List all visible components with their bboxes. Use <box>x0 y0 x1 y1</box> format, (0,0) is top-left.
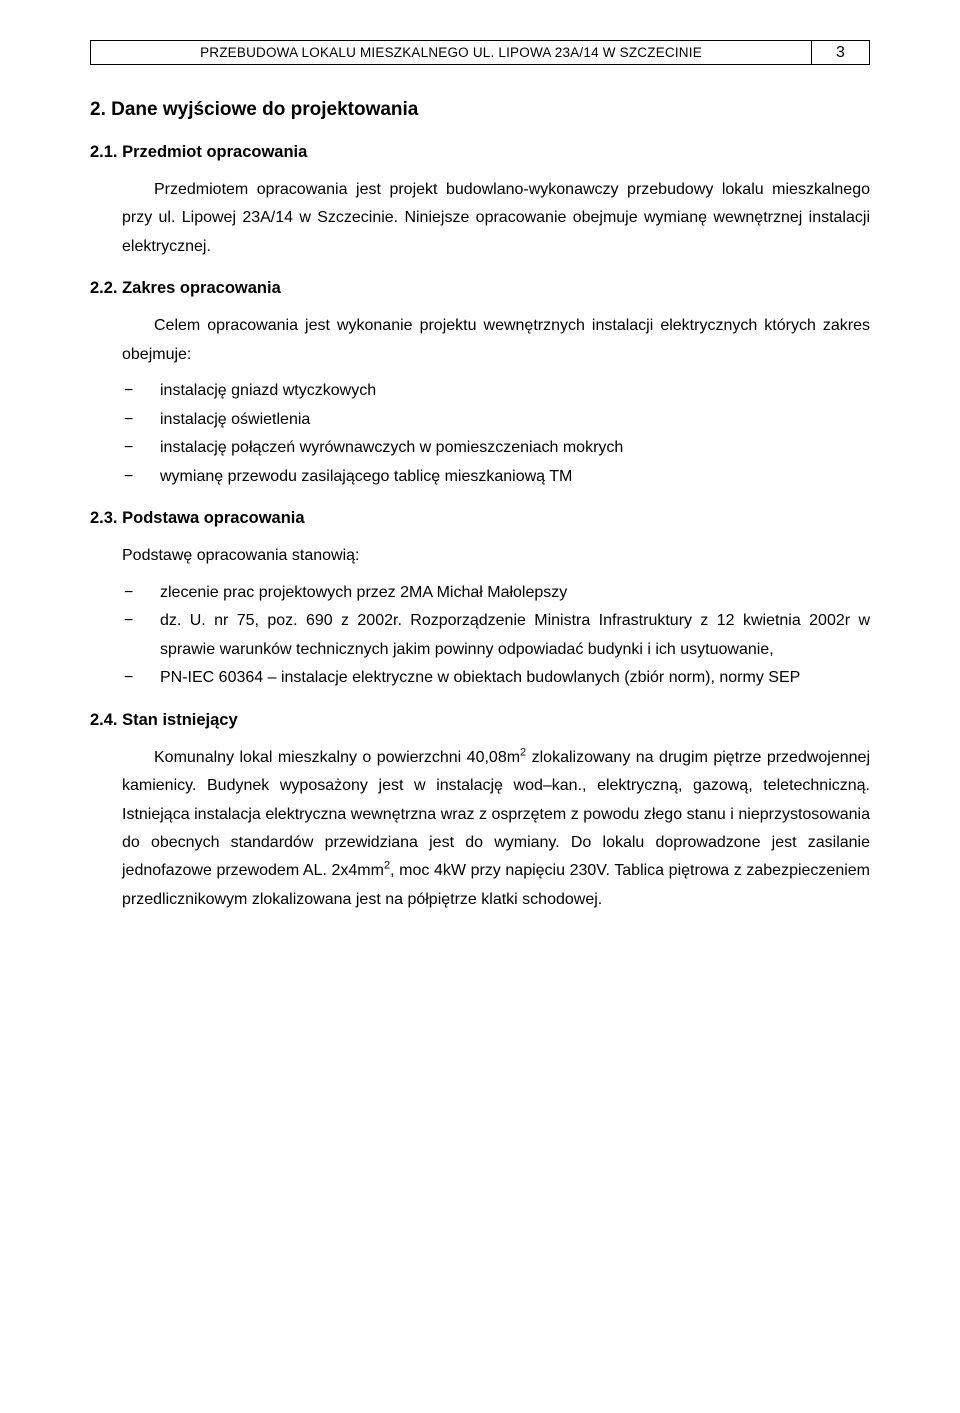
header-page-number: 3 <box>812 40 870 65</box>
list-item: instalację gniazd wtyczkowych <box>160 377 870 405</box>
section-2-heading: 2. Dane wyjściowe do projektowania <box>90 99 870 121</box>
list-item: dz. U. nr 75, poz. 690 z 2002r. Rozporzą… <box>160 607 870 664</box>
list-item: wymianę przewodu zasilającego tablicę mi… <box>160 463 870 491</box>
header-title: PRZEBUDOWA LOKALU MIESZKALNEGO UL. LIPOW… <box>90 40 812 65</box>
text-run: Komunalny lokal mieszkalny o powierzchni… <box>154 749 520 766</box>
section-2-2-paragraph: Celem opracowania jest wykonanie projekt… <box>122 312 870 369</box>
page-header: PRZEBUDOWA LOKALU MIESZKALNEGO UL. LIPOW… <box>90 40 870 65</box>
section-2-1-paragraph: Przedmiotem opracowania jest projekt bud… <box>122 176 870 261</box>
list-item: zlecenie prac projektowych przez 2MA Mic… <box>160 579 870 607</box>
section-2-4-paragraph: Komunalny lokal mieszkalny o powierzchni… <box>122 744 870 915</box>
section-2-3-intro: Podstawę opracowania stanowią: <box>122 542 870 570</box>
list-item: instalację połączeń wyrównawczych w pomi… <box>160 434 870 462</box>
text-run: zlokalizowany na drugim piętrze przedwoj… <box>122 749 870 880</box>
list-item: instalację oświetlenia <box>160 406 870 434</box>
section-2-2-list: instalację gniazd wtyczkowych instalację… <box>90 377 870 491</box>
section-2-3-list: zlecenie prac projektowych przez 2MA Mic… <box>90 579 870 693</box>
list-item: PN-IEC 60364 – instalacje elektryczne w … <box>160 664 870 692</box>
section-2-3-heading: 2.3. Podstawa opracowania <box>90 509 870 528</box>
section-2-2-heading: 2.2. Zakres opracowania <box>90 279 870 298</box>
section-2-4-heading: 2.4. Stan istniejący <box>90 711 870 730</box>
section-2-1-heading: 2.1. Przedmiot opracowania <box>90 143 870 162</box>
